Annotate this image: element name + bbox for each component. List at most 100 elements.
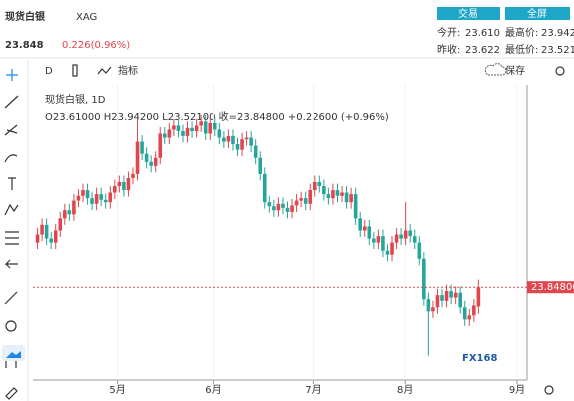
candle-icon[interactable] (72, 64, 78, 77)
candle-body (199, 121, 203, 126)
candle-body (335, 190, 340, 196)
candle-body (362, 226, 367, 231)
candle-body (249, 137, 253, 146)
sidebar-tools[interactable] (2, 69, 25, 400)
stat-label: 最低价: (505, 43, 538, 56)
fullscreen-button[interactable] (505, 7, 570, 20)
candle-body (40, 224, 44, 235)
candle-body (399, 234, 403, 239)
candle-body (108, 192, 113, 203)
save[interactable]: 保存 (505, 64, 525, 77)
candle-body (408, 230, 413, 237)
candle-body (194, 125, 199, 132)
candle-body (372, 238, 376, 243)
candle-body (312, 181, 317, 191)
candle-body (94, 194, 99, 204)
candle-body (426, 299, 431, 312)
stat-value: 23.521 (541, 45, 574, 56)
fullscreen-label[interactable]: 全屏 (527, 7, 547, 20)
candle-body (258, 157, 263, 174)
indicators[interactable]: 指标 (118, 64, 138, 77)
candle-body (158, 133, 163, 158)
candle-body (299, 198, 303, 201)
candle-body (449, 291, 453, 298)
candle-body (294, 200, 299, 206)
trade-button[interactable] (437, 7, 500, 20)
candle-body (244, 137, 249, 140)
x-tick-label: 6月 (205, 384, 221, 396)
candle-body (181, 131, 185, 136)
candle-body (476, 287, 481, 307)
candle-body (281, 203, 285, 208)
candle-body (235, 144, 240, 150)
candle-body (317, 181, 322, 187)
candle-body (58, 218, 63, 231)
candle-body (403, 230, 408, 239)
candle-body (367, 226, 372, 239)
candle-body (385, 250, 390, 255)
candle-body (222, 137, 226, 142)
stat-value: 23.610 (465, 28, 500, 39)
x-tick-label: 9月 (509, 384, 525, 396)
x-tick-label: 8月 (397, 384, 413, 396)
candle-body (103, 199, 108, 203)
candle-body (358, 218, 363, 231)
x-tick-label: 5月 (109, 384, 125, 396)
candle-body (153, 157, 158, 166)
candle-body (217, 129, 222, 138)
stat-value: 23.942 (541, 28, 574, 39)
axis-settings-icon[interactable] (544, 385, 554, 395)
candle-body (53, 230, 58, 243)
candle-body (267, 202, 272, 207)
candle-body (226, 135, 231, 142)
candle-body (72, 200, 76, 215)
candle-body (63, 210, 67, 219)
candle-body (390, 242, 394, 255)
candle-body (99, 194, 103, 200)
symbol-code: XAG (76, 12, 97, 23)
candle-body (422, 258, 426, 300)
candle-body (190, 127, 194, 132)
stat-label: 最高价: (505, 26, 538, 39)
watermark: FX168 (462, 353, 497, 364)
indicator-icon[interactable] (97, 66, 112, 75)
candle-body (290, 205, 294, 212)
candle-body (417, 242, 422, 259)
candle-body (276, 203, 281, 211)
candle-body (272, 206, 276, 211)
candle-body (149, 161, 153, 166)
symbol-name: 现货白银 (5, 10, 46, 23)
candle-body (285, 207, 290, 212)
candle-body (76, 195, 81, 201)
candle-body (467, 315, 472, 320)
candle-body (331, 190, 335, 199)
candle-body (458, 292, 462, 308)
candle-body (262, 173, 267, 203)
candle-body (440, 295, 444, 301)
candle-body (322, 186, 326, 195)
candle-body (44, 224, 49, 239)
candle-body (253, 145, 258, 158)
candle-body (185, 127, 190, 136)
candle-body (117, 181, 122, 187)
legend-title: 现货白银, 1D (45, 93, 106, 106)
candle-body (203, 121, 208, 134)
candle-body (122, 181, 126, 191)
candle-body (303, 198, 308, 204)
price: 23.848 (5, 40, 44, 51)
settings-icon[interactable] (555, 66, 565, 76)
candle-body (49, 238, 53, 243)
candle-body (67, 210, 72, 215)
candle-body (140, 141, 144, 154)
cloud-icon[interactable] (484, 63, 507, 76)
candle-body (126, 177, 131, 191)
interval[interactable]: D (45, 66, 53, 77)
candle-body (381, 236, 385, 251)
candle-body (444, 291, 449, 301)
candle-body (394, 234, 399, 243)
candle-body (344, 192, 349, 203)
candle-body (353, 194, 358, 219)
trade-label[interactable]: 交易 (458, 7, 478, 20)
